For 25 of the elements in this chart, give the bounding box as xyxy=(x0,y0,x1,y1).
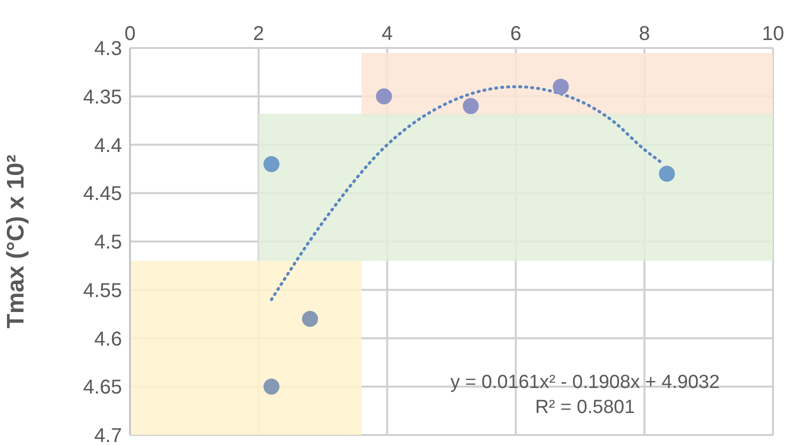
annotation: R² = 0.5801 xyxy=(534,396,636,420)
point xyxy=(263,156,280,172)
x-tick-label: 10 xyxy=(762,23,784,45)
y-axis-title: Tmax (°C) x 10² xyxy=(2,154,30,328)
x-tick-label: 4 xyxy=(382,23,393,45)
y-tick-label: 4.5 xyxy=(94,232,122,254)
x-tick-label: 2 xyxy=(253,23,264,45)
y-tick-label: 4.7 xyxy=(94,425,122,445)
x-tick-label: 8 xyxy=(638,23,650,45)
y-tick-label: 4.65 xyxy=(83,376,122,399)
point xyxy=(658,166,675,182)
x-tick-label: 6 xyxy=(510,23,522,45)
x-tick-label: 0 xyxy=(124,23,136,45)
y-tick-label: 4.35 xyxy=(83,86,122,108)
annotation: y = 0.0161x² - 0.1908x + 4.9032 xyxy=(449,371,721,395)
point xyxy=(302,310,318,327)
point xyxy=(462,98,479,114)
y-tick-label: 4.4 xyxy=(94,134,122,157)
y-tick-label: 4.45 xyxy=(83,183,122,206)
y-tick-label: 4.3 xyxy=(94,38,122,60)
point xyxy=(263,378,280,395)
y-tick-label: 4.55 xyxy=(83,280,122,302)
y-tick-label: 4.6 xyxy=(94,328,122,350)
point xyxy=(376,88,392,104)
point xyxy=(552,78,569,95)
